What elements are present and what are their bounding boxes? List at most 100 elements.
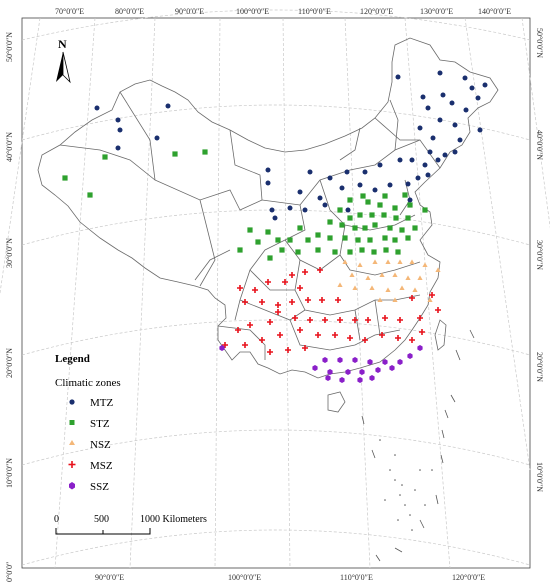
left-label: 0°0′0″: [5, 562, 14, 582]
msz-station: [289, 272, 295, 278]
stz-station: [382, 235, 388, 241]
top-label: 80°0′0″E: [115, 7, 144, 16]
nsz-station: [392, 297, 398, 302]
msz-station: [305, 297, 311, 303]
mtz-station: [457, 137, 463, 143]
mtz-station: [409, 157, 415, 163]
ssz-station: [327, 369, 333, 375]
stz-station: [315, 247, 321, 253]
nsz-station: [412, 287, 418, 292]
stz-station: [315, 232, 321, 238]
mtz-station: [362, 169, 368, 175]
mtz-station: [265, 167, 271, 173]
mtz-station: [345, 207, 351, 213]
north-arrow-icon-half: [62, 51, 71, 84]
north-label: N: [58, 37, 67, 51]
stz-station: [327, 219, 333, 225]
mtz-station: [407, 197, 413, 203]
stz-station: [337, 207, 343, 213]
stz-station: [383, 247, 389, 253]
mtz-station: [115, 145, 121, 151]
stz-station: [347, 197, 353, 203]
mtz-station: [475, 95, 481, 101]
top-label: 120°0′0″E: [360, 7, 393, 16]
msz-station: [409, 337, 415, 343]
bottom-label: 110°0′0″E: [340, 573, 373, 582]
stz-station: [407, 202, 413, 208]
legend-marker-mtz: [69, 399, 75, 405]
stz-station: [255, 239, 261, 245]
ssz-station: [417, 345, 423, 351]
nsz-station: [385, 259, 391, 264]
ssz-station: [382, 359, 388, 365]
msz-station: [259, 299, 265, 305]
mtz-station: [482, 82, 488, 88]
msz-station: [395, 335, 401, 341]
mtz-station: [322, 202, 328, 208]
mtz-station: [452, 122, 458, 128]
msz-station: [289, 299, 295, 305]
msz-station: [379, 332, 385, 338]
graticule: [0, 9, 550, 569]
nsz-station: [422, 262, 428, 267]
msz-station: [252, 287, 258, 293]
stz-station: [102, 154, 108, 160]
right-label: 20°0′0″N: [535, 352, 544, 382]
mtz-station: [437, 117, 443, 123]
legend-label-stz: STZ: [90, 418, 110, 430]
msz-station: [285, 347, 291, 353]
mtz-station: [165, 103, 171, 109]
msz-station: [235, 327, 241, 333]
map-frame: [21, 17, 531, 569]
stz-station: [381, 212, 387, 218]
ssz-station: [389, 365, 395, 371]
msz-station: [332, 332, 338, 338]
mtz-station: [344, 169, 350, 175]
msz-station: [242, 342, 248, 348]
mtz-station: [272, 215, 278, 221]
ssz-station: [367, 359, 373, 365]
mtz-station: [463, 107, 469, 113]
mtz-station: [372, 187, 378, 193]
left-label: 40°0′0″N: [5, 132, 14, 162]
ssz-station: [312, 365, 318, 371]
stz-station: [393, 215, 399, 221]
south-sea-islands: [361, 329, 475, 562]
mtz-station: [420, 94, 426, 100]
stz-station: [422, 207, 428, 213]
stz-station: [372, 222, 378, 228]
mtz-station: [469, 85, 475, 91]
stz-station: [392, 205, 398, 211]
stz-station: [392, 237, 398, 243]
msz-station: [365, 317, 371, 323]
nsz-station: [342, 259, 348, 264]
msz-station: [267, 349, 273, 355]
msz-station: [317, 267, 323, 273]
bottom-label: 120°0′0″E: [452, 573, 485, 582]
nsz-station: [352, 285, 358, 290]
stz-station: [295, 249, 301, 255]
mtz-station: [435, 157, 441, 163]
ssz-station: [352, 357, 358, 363]
scale-label-1000: 1000 Kilometers: [140, 514, 207, 525]
msz-station: [292, 315, 298, 321]
mtz-station: [387, 182, 393, 188]
mtz-station: [297, 189, 303, 195]
msz-station: [282, 279, 288, 285]
left-label: 20°0′0″N: [5, 348, 14, 378]
mtz-station: [427, 149, 433, 155]
stz-station: [202, 149, 208, 155]
legend-label-ssz: SSZ: [90, 481, 109, 493]
stz-station: [402, 192, 408, 198]
mtz-station: [425, 105, 431, 111]
mtz-station: [415, 175, 421, 181]
stz-station: [371, 249, 377, 255]
stz-station: [355, 237, 361, 243]
stz-station: [279, 247, 285, 253]
nsz-station: [379, 272, 385, 277]
stz-station: [347, 249, 353, 255]
top-label: 130°0′0″E: [420, 7, 453, 16]
stz-station: [332, 249, 338, 255]
ssz-station: [325, 375, 331, 381]
